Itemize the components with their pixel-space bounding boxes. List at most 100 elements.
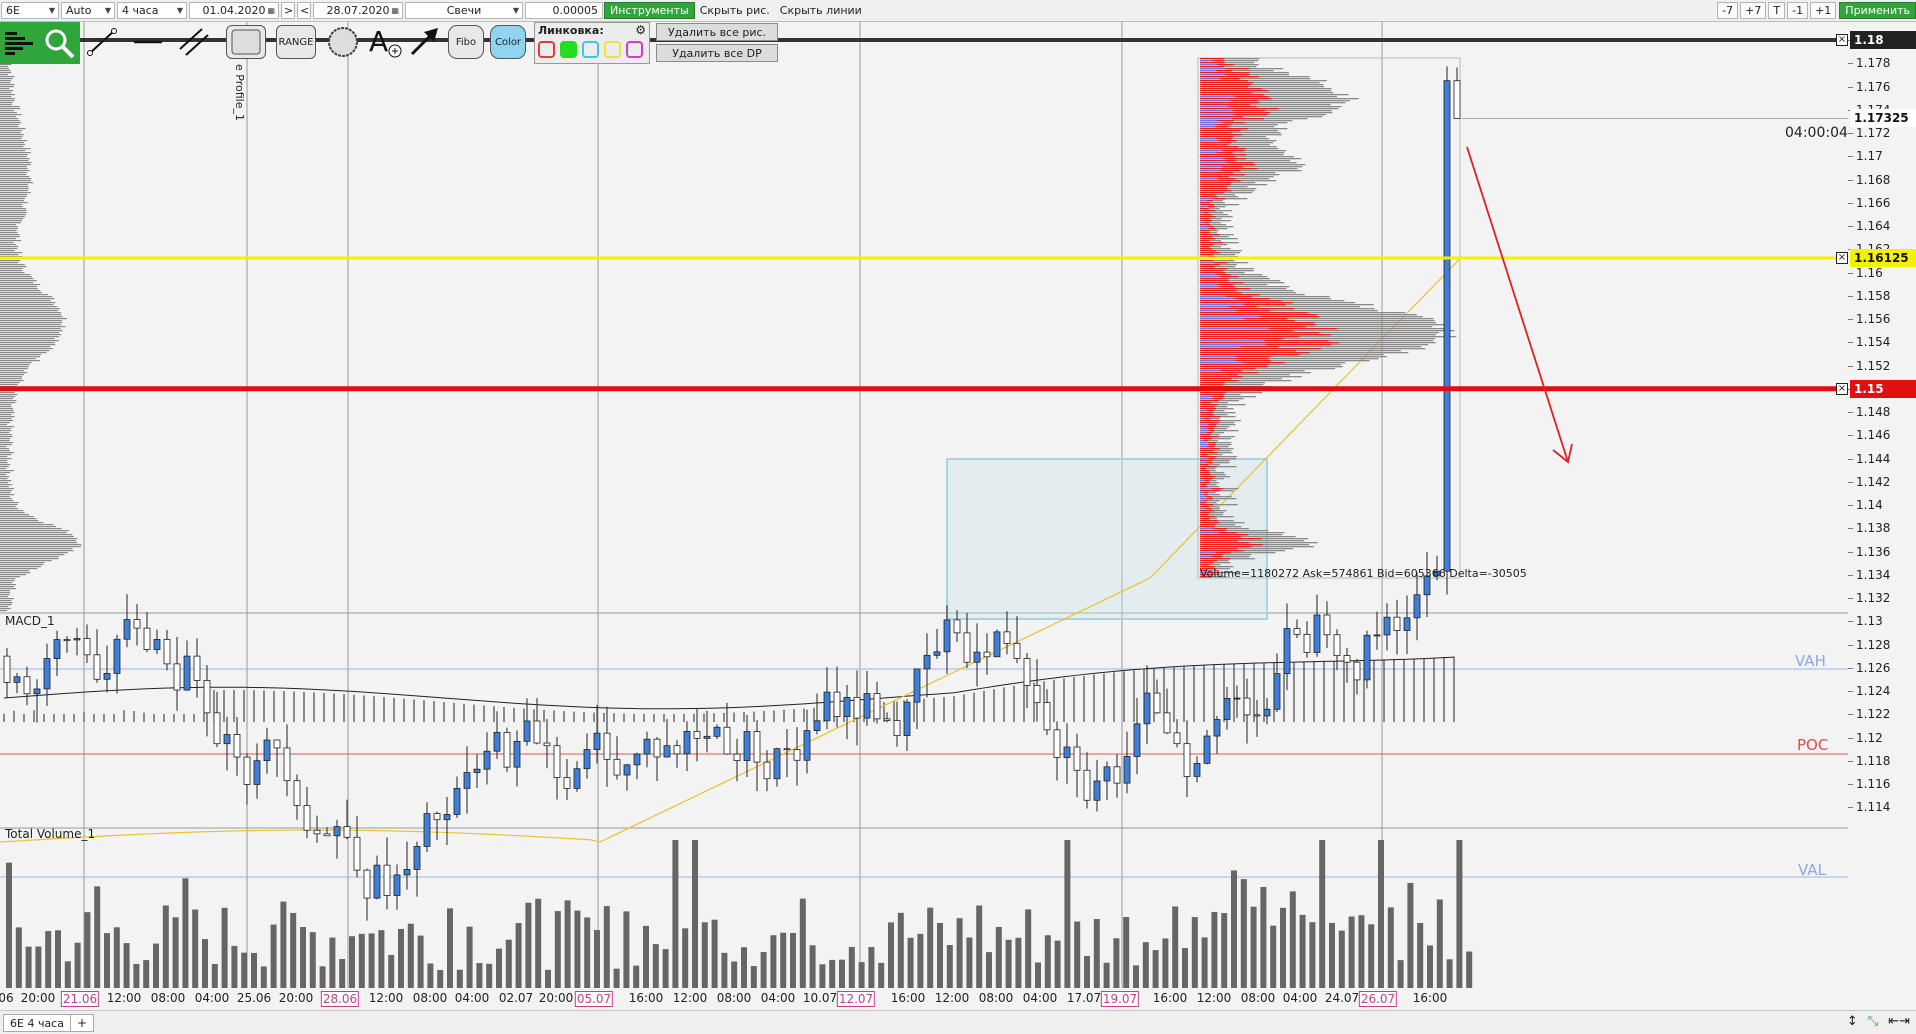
profile-blue-row bbox=[1200, 370, 1221, 372]
volume-bar bbox=[1338, 930, 1345, 988]
profile-red-row bbox=[1200, 208, 1209, 210]
candle-body bbox=[1283, 628, 1291, 675]
tick-size-field[interactable]: 0.00005 bbox=[525, 2, 603, 19]
time-axis[interactable]: 06 20:00 21.06 12:00 08:00 04:00 25.06 20:00 28.… bbox=[0, 990, 1848, 1007]
gear-icon[interactable]: ⚙ bbox=[635, 23, 646, 37]
profile-row bbox=[0, 78, 13, 80]
profile-gray-row bbox=[1200, 240, 1222, 242]
price-tick-label: 1.134 bbox=[1856, 567, 1891, 582]
rectangle-tool[interactable] bbox=[226, 25, 266, 59]
profile-row bbox=[0, 478, 8, 480]
close-level-icon[interactable]: × bbox=[1836, 251, 1848, 264]
volume-bar bbox=[584, 917, 591, 988]
range-tool[interactable]: RANGE bbox=[276, 25, 316, 59]
profile-gray-row bbox=[1200, 456, 1237, 458]
profile-blue-row bbox=[1200, 556, 1212, 558]
resize-vertical-icon[interactable]: ↕ bbox=[1846, 1014, 1858, 1029]
price-chart[interactable] bbox=[0, 22, 1848, 988]
candle-body bbox=[663, 745, 671, 758]
scroll-arrows-icon[interactable]: ⇤⇥ bbox=[1888, 1014, 1910, 1029]
profile-red-row bbox=[1200, 566, 1215, 568]
profile-gray-row bbox=[1200, 156, 1295, 158]
profile-gray-row bbox=[1200, 512, 1224, 514]
profile-red-row bbox=[1200, 350, 1296, 352]
hide-drawings-button[interactable]: Скрыть рис. bbox=[699, 4, 770, 17]
chart-tab[interactable]: 6E 4 часа bbox=[3, 1014, 71, 1032]
time-tick-label: 04:00 bbox=[1022, 991, 1058, 1005]
volume-bar bbox=[496, 948, 502, 988]
link-color-magenta[interactable] bbox=[626, 41, 643, 58]
zoom-t-button[interactable]: T bbox=[1768, 2, 1786, 19]
mode-select[interactable]: Auto ▼ bbox=[61, 2, 115, 19]
zoom-plus1-button[interactable]: +1 bbox=[1810, 2, 1837, 19]
profile-row bbox=[0, 64, 12, 66]
profile-row bbox=[0, 68, 9, 70]
close-level-icon[interactable]: × bbox=[1836, 34, 1848, 46]
price-tick-mark bbox=[1848, 412, 1853, 413]
volume-bar bbox=[280, 901, 287, 988]
candle-body bbox=[453, 787, 461, 815]
forecast-arrow[interactable] bbox=[1466, 146, 1573, 464]
volume-bar bbox=[750, 966, 757, 988]
price-axis[interactable]: 1.181.1781.1761.1741.1721.171.1681.1661.… bbox=[1848, 22, 1916, 988]
profile-blue-row bbox=[1200, 532, 1219, 534]
delete-all-dp-button[interactable]: Удалить все DP bbox=[656, 44, 778, 62]
profile-row bbox=[0, 154, 29, 156]
date-to-field[interactable]: 28.07.2020 ▦ bbox=[313, 2, 403, 19]
candle-body bbox=[853, 697, 861, 719]
fit-screen-icon[interactable]: ⤡ bbox=[1867, 1014, 1879, 1029]
symbol-select[interactable]: 6E ▼ bbox=[1, 2, 59, 19]
candle-body bbox=[683, 730, 691, 755]
profile-gray-row bbox=[1200, 82, 1320, 84]
candle-body bbox=[423, 813, 431, 847]
profile-gray-row bbox=[1200, 370, 1305, 372]
profile-red-row bbox=[1200, 550, 1244, 552]
timeframe-select[interactable]: 4 часа ▼ bbox=[117, 2, 187, 19]
hide-lines-button[interactable]: Скрыть линии bbox=[779, 4, 862, 17]
linking-title: Линковка: bbox=[538, 24, 604, 37]
horizontal-line-tool[interactable] bbox=[130, 25, 166, 59]
profile-blue-row bbox=[1200, 362, 1243, 364]
circle-tool[interactable] bbox=[324, 25, 362, 59]
color-tool[interactable]: Color bbox=[490, 25, 526, 59]
link-color-cyan[interactable] bbox=[582, 41, 599, 58]
profile-row bbox=[0, 586, 14, 588]
profile-gray-row bbox=[1200, 194, 1235, 196]
zoom-minus1-button[interactable]: -1 bbox=[1787, 2, 1809, 19]
candle-body bbox=[1063, 746, 1071, 758]
profile-red-row bbox=[1200, 484, 1207, 486]
zoom-minus7-button[interactable]: -7 bbox=[1717, 2, 1739, 19]
close-level-icon[interactable]: × bbox=[1836, 382, 1848, 395]
profile-red-row bbox=[1200, 470, 1210, 472]
trend-line-tool[interactable] bbox=[84, 25, 120, 59]
date-from-field[interactable]: 01.04.2020 ▦ bbox=[189, 2, 279, 19]
zoom-plus7-button[interactable]: +7 bbox=[1740, 2, 1767, 19]
link-color-red[interactable] bbox=[538, 41, 555, 58]
link-color-yellow[interactable] bbox=[604, 41, 621, 58]
candle-body bbox=[1013, 642, 1021, 659]
profile-red-row bbox=[1200, 312, 1308, 314]
link-color-green[interactable] bbox=[560, 41, 577, 58]
total-volume-label: Total Volume_1 bbox=[5, 827, 96, 841]
fibo-tool[interactable]: Fibo bbox=[448, 25, 484, 59]
channel-tool[interactable] bbox=[176, 25, 212, 59]
volume-bar bbox=[1231, 870, 1237, 988]
tools-button[interactable]: Инструменты bbox=[604, 2, 695, 19]
add-tab-button[interactable]: + bbox=[70, 1014, 94, 1032]
text-tool[interactable]: A bbox=[366, 25, 404, 59]
profile-row bbox=[0, 138, 22, 140]
magnifier-tool[interactable] bbox=[38, 22, 80, 64]
chart-type-select[interactable]: Свечи ▼ bbox=[405, 2, 523, 19]
profile-blue-row bbox=[1200, 152, 1217, 154]
profile-blue-row bbox=[1200, 528, 1214, 530]
tick-size-value: 0.00005 bbox=[552, 4, 599, 17]
nav-next-button[interactable]: > bbox=[281, 2, 295, 19]
delete-all-drawings-button[interactable]: Удалить все рис. bbox=[656, 23, 778, 41]
nav-prev-button[interactable]: < bbox=[297, 2, 311, 19]
profile-row bbox=[0, 136, 23, 138]
apply-button[interactable]: Применить bbox=[1839, 2, 1916, 19]
volume-profile-tool[interactable] bbox=[0, 22, 38, 64]
profile-row bbox=[0, 110, 14, 112]
arrow-tool[interactable] bbox=[406, 25, 442, 59]
profile-row bbox=[0, 482, 9, 484]
